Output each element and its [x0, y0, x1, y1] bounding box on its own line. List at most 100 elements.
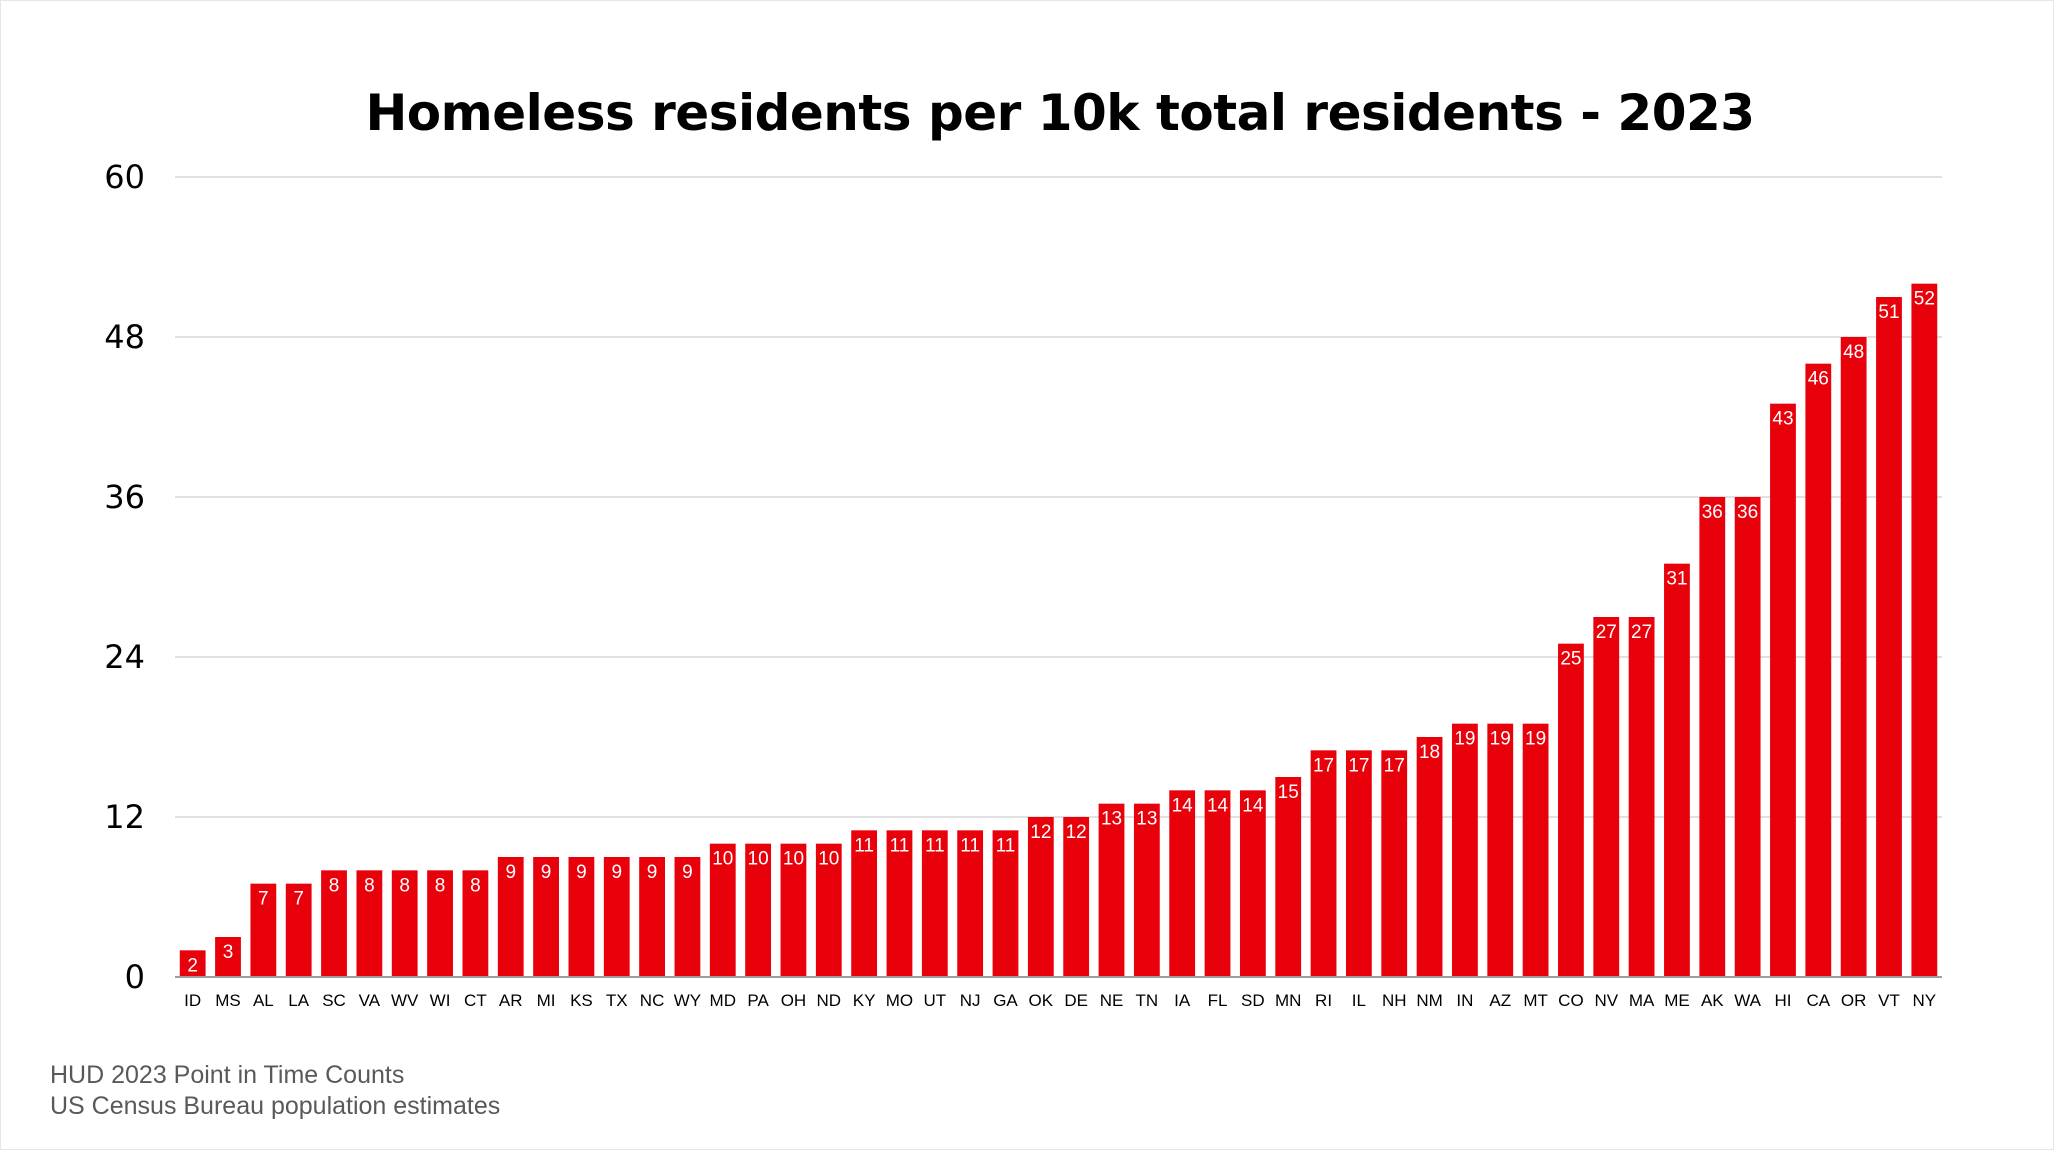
- x-tick-label: NC: [640, 991, 665, 1010]
- bar: [1275, 777, 1302, 977]
- x-tick-label: MO: [886, 991, 913, 1010]
- bar: [1381, 750, 1408, 977]
- bar: [250, 883, 277, 977]
- bar-value-label: 19: [1525, 729, 1546, 750]
- bar: [1345, 750, 1372, 977]
- bar: [497, 857, 524, 977]
- bar-value-label: 36: [1702, 502, 1723, 523]
- bar: [921, 830, 948, 977]
- bar: [1169, 790, 1196, 977]
- bar-value-label: 36: [1737, 502, 1758, 523]
- x-tick-label: DE: [1064, 991, 1088, 1010]
- x-tick-label: AZ: [1489, 991, 1511, 1010]
- bar-value-label: 8: [364, 875, 375, 896]
- x-tick-label: KY: [853, 991, 876, 1010]
- bar: [1487, 723, 1514, 977]
- bar-value-label: 11: [960, 835, 980, 856]
- bar: [1593, 617, 1620, 977]
- x-tick-label: ND: [817, 991, 842, 1010]
- source-note-census: US Census Bureau population estimates: [50, 1092, 501, 1120]
- bar-value-label: 13: [1101, 809, 1122, 830]
- bar-value-label: 17: [1313, 755, 1334, 776]
- bar: [356, 870, 383, 977]
- x-tick-label: NV: [1594, 991, 1618, 1010]
- x-tick-label: SD: [1241, 991, 1265, 1010]
- y-tick-label: 0: [125, 958, 145, 996]
- bar: [1063, 817, 1090, 977]
- bar-value-label: 8: [399, 875, 410, 896]
- x-tick-label: OK: [1029, 991, 1054, 1010]
- bar-value-label: 9: [505, 862, 516, 883]
- bar: [992, 830, 1019, 977]
- x-tick-label: NE: [1100, 991, 1124, 1010]
- bar-value-label: 10: [712, 849, 733, 870]
- bar-value-label: 51: [1878, 302, 1899, 323]
- x-tick-label: NH: [1382, 991, 1407, 1010]
- bar-value-label: 7: [293, 889, 304, 910]
- bar-value-label: 17: [1348, 755, 1369, 776]
- bar: [285, 883, 312, 977]
- bar-value-label: 10: [748, 849, 769, 870]
- x-tick-label: NM: [1416, 991, 1442, 1010]
- bar: [674, 857, 701, 977]
- bar-value-label: 8: [470, 875, 481, 896]
- bar: [321, 870, 347, 977]
- source-note-hud: HUD 2023 Point in Time Counts: [50, 1061, 405, 1089]
- bar-value-label: 2: [187, 955, 198, 976]
- bar: [568, 857, 595, 977]
- y-tick-label: 12: [104, 798, 145, 836]
- x-tick-label: MA: [1629, 991, 1655, 1010]
- y-tick-label: 48: [104, 318, 145, 356]
- bar-value-label: 14: [1207, 795, 1229, 816]
- x-tick-label: MD: [710, 991, 736, 1010]
- x-tick-label: IL: [1352, 991, 1366, 1010]
- x-tick-label: MI: [537, 991, 556, 1010]
- y-tick-label: 24: [104, 638, 145, 676]
- bar-value-label: 3: [223, 942, 234, 963]
- bar-value-label: 17: [1384, 755, 1405, 776]
- x-tick-label: IA: [1174, 991, 1191, 1010]
- x-tick-label: VA: [359, 991, 381, 1010]
- x-tick-label: FL: [1208, 991, 1228, 1010]
- bar-value-label: 19: [1490, 729, 1511, 750]
- x-tick-label: MS: [215, 991, 241, 1010]
- bar-value-label: 8: [435, 875, 446, 896]
- bar: [1239, 790, 1266, 977]
- x-tick-label: GA: [993, 991, 1018, 1010]
- bar: [780, 843, 807, 977]
- bar: [1911, 283, 1938, 978]
- bar-value-label: 31: [1666, 569, 1687, 590]
- bar: [1416, 737, 1443, 977]
- bar-value-label: 10: [818, 849, 839, 870]
- bar: [1628, 617, 1655, 977]
- bar: [1699, 497, 1726, 977]
- bar: [1452, 723, 1478, 977]
- bar-value-label: 46: [1808, 369, 1829, 390]
- x-tick-label: AK: [1701, 991, 1724, 1010]
- bar: [1805, 363, 1832, 978]
- bar-value-label: 25: [1560, 649, 1581, 670]
- bar-value-label: 27: [1631, 622, 1652, 643]
- bar: [1133, 803, 1160, 977]
- bar-value-label: 15: [1278, 782, 1299, 803]
- bar: [1876, 297, 1902, 977]
- bar-value-label: 13: [1136, 809, 1157, 830]
- bar: [1734, 497, 1761, 977]
- bar: [1664, 563, 1690, 977]
- bar: [639, 857, 665, 977]
- bar: [957, 830, 984, 977]
- bar-value-label: 12: [1030, 822, 1051, 843]
- x-tick-label: HI: [1774, 991, 1791, 1010]
- y-tick-label: 60: [104, 158, 145, 196]
- bar-value-label: 11: [996, 835, 1016, 856]
- bar-value-label: 18: [1419, 742, 1440, 763]
- bar: [1558, 643, 1584, 977]
- x-tick-label: SC: [322, 991, 346, 1010]
- x-tick-label: LA: [288, 991, 309, 1010]
- x-tick-label: MT: [1523, 991, 1548, 1010]
- bar: [1027, 817, 1054, 977]
- x-tick-label: ID: [184, 991, 201, 1010]
- bar: [427, 870, 453, 977]
- x-tick-label: RI: [1315, 991, 1332, 1010]
- bar-value-label: 9: [576, 862, 587, 883]
